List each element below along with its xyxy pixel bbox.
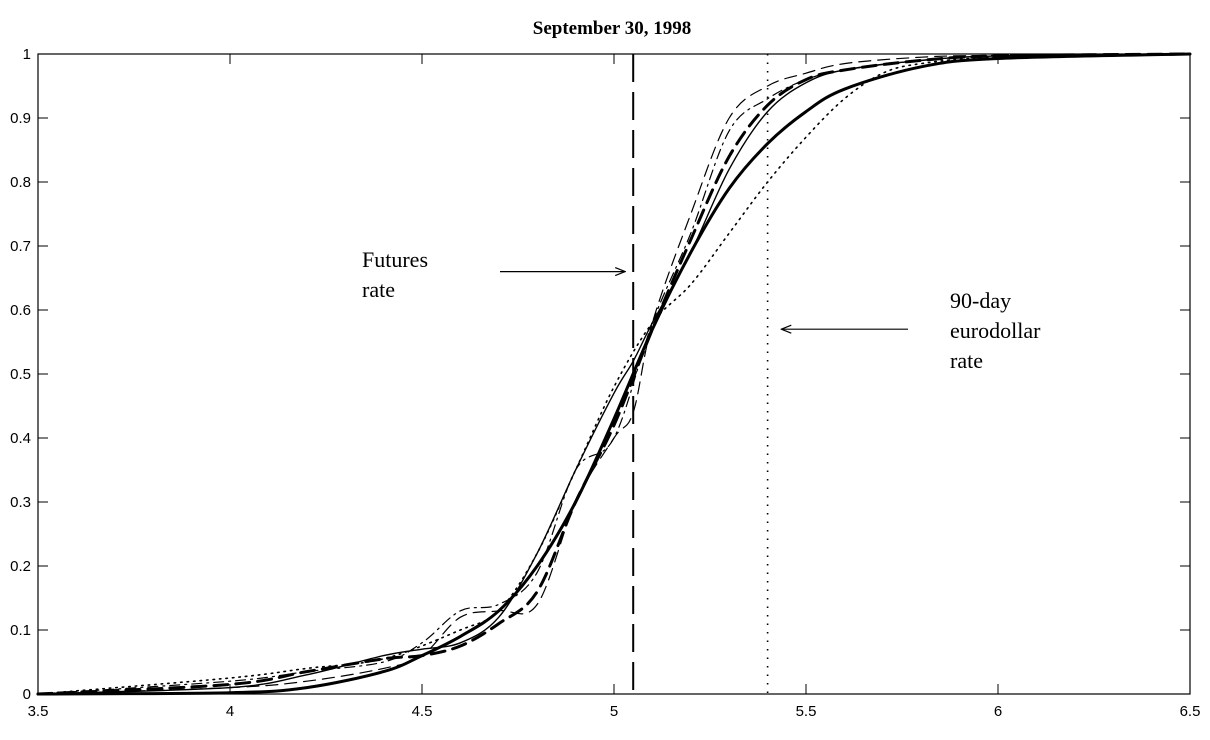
x-tick-label: 4 [226, 703, 234, 720]
chart-title: September 30, 1998 [533, 18, 692, 39]
series-line-thin-dashed [37, 53, 1191, 695]
x-tick-label: 6 [994, 703, 1002, 720]
series-line-dotted [37, 53, 1191, 695]
plot-frame [37, 53, 1191, 695]
y-tick-label: 0.9 [10, 110, 31, 127]
series-line-thin-solid [37, 53, 1191, 695]
y-tick-label: 1 [23, 46, 31, 63]
x-tick-label: 6.5 [1180, 703, 1201, 720]
series-line-thick-dashed [36, 52, 1192, 696]
axes: 3.5 4 4.5 5 5.5 6 6.5 0 0.1 0.2 0.3 0.4 0.5 0.6 0.7 0.8… [10, 46, 1200, 720]
x-tick-label: 5 [610, 703, 618, 720]
y-tick-label: 0.3 [10, 494, 31, 511]
y-tick-label: 0.2 [10, 558, 31, 575]
reference-lines [632, 54, 769, 694]
y-tick-label: 0.7 [10, 238, 31, 255]
annotation-text: Futures [362, 247, 428, 272]
y-tick-label: 0.4 [10, 430, 31, 447]
annotation-text: 90-day [950, 288, 1011, 313]
annotations: Futures rate 90-day eurodollar rate [362, 247, 1041, 373]
x-tick-label: 3.5 [28, 703, 49, 720]
y-tick-label: 0.1 [10, 622, 31, 639]
annotation-text: eurodollar [950, 318, 1041, 343]
series-line-dash-dot [37, 53, 1191, 695]
y-tick-label: 0.8 [10, 174, 31, 191]
series-layer [36, 52, 1192, 696]
x-tick-label: 4.5 [412, 703, 433, 720]
y-tick-label: 0.5 [10, 366, 31, 383]
x-tick-label: 5.5 [796, 703, 817, 720]
series-line-thick-solid [36, 52, 1192, 696]
y-tick-label: 0 [23, 686, 31, 703]
annotation-text: rate [950, 348, 983, 373]
y-tick-label: 0.6 [10, 302, 31, 319]
annotation-text: rate [362, 277, 395, 302]
plot-area [37, 53, 1191, 695]
